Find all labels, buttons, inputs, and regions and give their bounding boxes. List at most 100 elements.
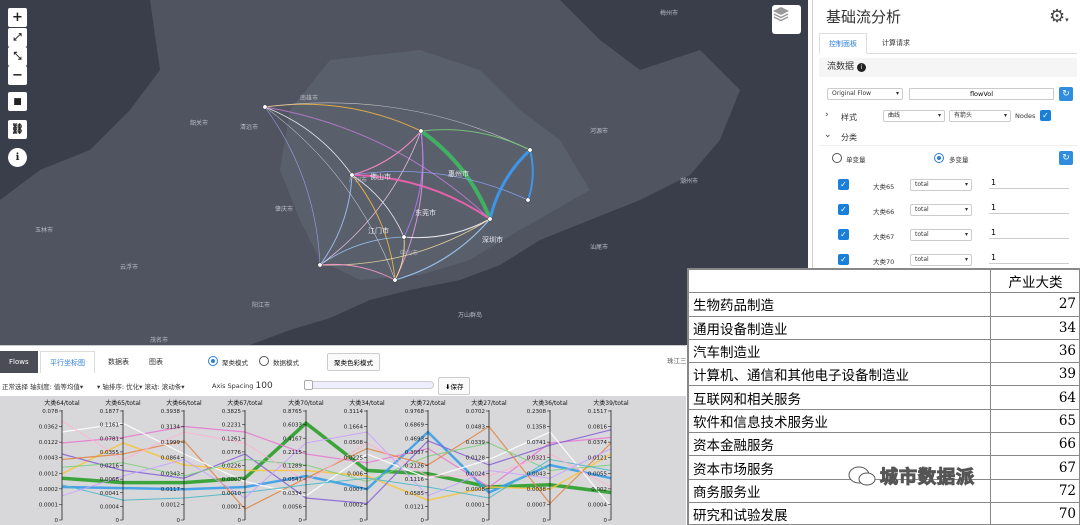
pc-polyline[interactable] <box>61 442 612 483</box>
flow-node[interactable] <box>392 277 398 283</box>
info-icon[interactable]: ℹ <box>8 148 27 167</box>
industry-name-cell: 互联网和相关服务 <box>688 385 991 410</box>
gear-icon[interactable]: ⚙▾ <box>1049 6 1069 27</box>
var-weight-input[interactable]: 1 <box>989 252 1069 264</box>
tick-mode-dropdown[interactable]: 轴刻度: 值等均值 <box>30 383 80 391</box>
flow-line <box>264 106 396 281</box>
flow-node[interactable] <box>262 104 268 110</box>
pc-axis-title[interactable]: 大类70/total <box>288 399 324 407</box>
flow-node[interactable] <box>525 197 531 203</box>
var-agg-select[interactable]: total <box>910 179 972 191</box>
industry-name-cell: 资本市场服务 <box>688 455 991 480</box>
flow-node[interactable] <box>527 147 533 153</box>
var-checkbox[interactable]: ✓ <box>838 179 849 190</box>
var-checkbox[interactable]: ✓ <box>838 204 849 215</box>
region-label: 珠江三 <box>667 357 686 365</box>
pc-axis-title[interactable]: 大类67/total <box>227 399 263 407</box>
pc-tick-label: 0.0007 <box>527 502 547 508</box>
pc-axis-title[interactable]: 大类34/total <box>349 399 385 407</box>
map-city-label: 肇庆市 <box>275 206 294 213</box>
refresh-icon[interactable]: ↻ <box>1059 151 1073 165</box>
industry-name-cell: 资本金融服务 <box>688 432 991 457</box>
flow-value-input[interactable]: flowVol <box>909 88 1054 100</box>
fullscreen-button[interactable]: ⤢ <box>8 28 27 47</box>
cluster-mode-radio[interactable] <box>208 356 218 366</box>
tab-compute-request[interactable]: 计算请求 <box>882 39 910 47</box>
pc-polyline[interactable] <box>61 429 612 505</box>
pc-axis-title[interactable]: 大类36/total <box>532 399 568 407</box>
var-agg-select[interactable]: total <box>910 229 972 241</box>
save-button[interactable]: ⬇保存 <box>438 377 471 395</box>
tab-parallel-coords[interactable]: 平行坐标图 <box>40 351 95 373</box>
pc-tick-label: 0.0012 <box>161 502 180 508</box>
map-canvas[interactable] <box>0 0 808 345</box>
pc-axis-title[interactable]: 大类27/total <box>471 399 507 407</box>
flow-node[interactable] <box>349 172 355 178</box>
multi-var-radio[interactable] <box>934 153 944 163</box>
flow-type-select[interactable]: Original Flow <box>827 88 903 100</box>
cluster-color-mode-button[interactable]: 聚类色彩模式 <box>327 353 380 371</box>
flow-nodes <box>262 104 533 283</box>
pc-axis-title[interactable]: 大类64/total <box>44 399 80 407</box>
axis-spacing-slider[interactable] <box>304 380 434 390</box>
var-agg-select[interactable]: total <box>910 204 972 216</box>
pc-polyline[interactable] <box>61 458 612 501</box>
scroll-dropdown[interactable]: 滚动: 滚动条 <box>144 383 182 391</box>
refresh-icon[interactable]: ↻ <box>1059 87 1073 101</box>
pc-tick-label: 0.8765 <box>283 409 303 415</box>
pc-axis-title[interactable]: 大类66/total <box>166 399 202 407</box>
var-weight-input[interactable]: 1 <box>989 177 1069 189</box>
layers-button[interactable] <box>772 5 801 34</box>
map-city-label: 清远市 <box>240 124 259 131</box>
map-city-label: 汕尾市 <box>590 244 609 251</box>
pc-polyline[interactable] <box>61 431 612 499</box>
pc-tick-label: 0.3037 <box>405 450 425 456</box>
zoom-in-button[interactable]: + <box>8 8 27 27</box>
flow-line <box>420 129 531 151</box>
classify-label: 分类 <box>841 133 857 142</box>
network-icon[interactable]: ⛓ <box>8 120 27 139</box>
axis-spacing-value: 100 <box>255 381 273 391</box>
data-mode-radio[interactable] <box>259 356 269 366</box>
pc-axis-title[interactable]: 大类65/total <box>105 399 141 407</box>
var-checkbox[interactable]: ✓ <box>838 229 849 240</box>
var-agg-select[interactable]: total <box>910 254 972 266</box>
chevron-right-icon[interactable]: › <box>825 110 829 120</box>
pc-polyline[interactable] <box>61 420 612 495</box>
var-name: 大类67 <box>873 233 895 241</box>
flow-map[interactable]: 韶关市 梅州市 河源市 清远市 广州市 惠州市 佛山市 肇庆市 东莞市 江门市 深圳市 中山市 阳江市 汕… <box>0 0 808 345</box>
pc-polyline[interactable] <box>61 420 612 488</box>
flow-node[interactable] <box>487 216 493 222</box>
line-style-select[interactable]: 曲线 <box>883 110 945 122</box>
sort-dropdown[interactable]: ▾ 轴排序: 优化▾ 滚动: 滚动条▾ <box>97 383 185 391</box>
tab-flows[interactable]: Flows <box>0 351 38 373</box>
draw-rectangle-button[interactable]: ■ <box>8 92 27 111</box>
arrow-style-select[interactable]: 有箭头 <box>949 110 1011 122</box>
var-name: 大类65 <box>873 183 895 191</box>
info-icon[interactable]: i <box>856 63 866 72</box>
chevron-down-icon[interactable]: ⌄ <box>824 130 832 140</box>
tab-control-panel[interactable]: 控制面板 <box>819 33 867 54</box>
pc-polyline[interactable] <box>61 422 612 508</box>
pc-tick-label: 0.006 <box>347 471 363 477</box>
var-checkbox[interactable]: ✓ <box>838 254 849 265</box>
single-var-radio[interactable] <box>832 153 842 163</box>
select-mode-dropdown[interactable]: 正常选择 轴刻度: 值等均值▾ <box>2 383 84 391</box>
pc-axis-title[interactable]: 大类39/total <box>593 399 629 407</box>
flow-node[interactable] <box>401 234 407 240</box>
nodes-checkbox[interactable]: ✓ <box>1040 110 1051 121</box>
parallel-coordinates-chart[interactable]: 大类64/total 0.078 0.0362 0.0122 0.0043 0.0012 0… <box>0 396 686 525</box>
pc-axis-title[interactable]: 大类72/total <box>410 399 446 407</box>
wechat-icon <box>848 466 876 486</box>
slider-handle[interactable] <box>304 380 313 390</box>
flow-node[interactable] <box>418 128 424 134</box>
fit-bounds-button[interactable]: ⤡ <box>8 47 27 66</box>
zoom-out-button[interactable]: − <box>8 66 27 85</box>
tab-charts[interactable]: 图表 <box>149 358 163 366</box>
pc-polylines <box>61 420 612 510</box>
var-weight-input[interactable]: 1 <box>989 202 1069 214</box>
tab-data-table[interactable]: 数据表 <box>108 358 129 366</box>
var-weight-input[interactable]: 1 <box>989 227 1069 239</box>
pc-tick-label: 0.0056 <box>283 504 303 510</box>
flow-node[interactable] <box>317 262 323 268</box>
